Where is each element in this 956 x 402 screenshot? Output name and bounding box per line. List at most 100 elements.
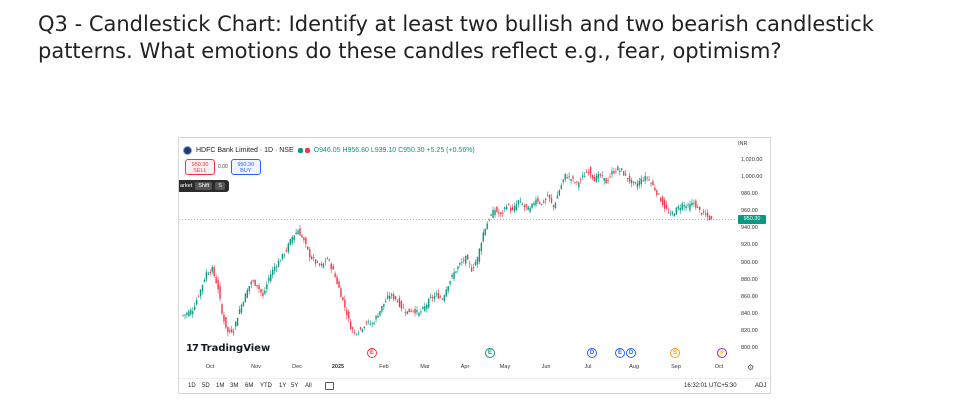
candle bbox=[562, 179, 564, 185]
candle bbox=[623, 170, 625, 176]
time-label: Feb bbox=[379, 364, 389, 370]
candle bbox=[312, 253, 315, 262]
candle bbox=[336, 274, 338, 285]
range-button-5d[interactable]: 5D bbox=[202, 383, 210, 389]
candle bbox=[447, 285, 449, 294]
alert-icon bbox=[304, 147, 310, 153]
candle bbox=[636, 179, 639, 191]
time-label: Jul bbox=[584, 364, 592, 370]
candle bbox=[461, 258, 463, 266]
range-button-ytd[interactable]: YTD bbox=[260, 383, 272, 389]
candle bbox=[500, 211, 502, 218]
event-marker[interactable]: E bbox=[367, 348, 377, 358]
candle bbox=[281, 253, 284, 261]
time-label: Dec bbox=[292, 364, 302, 370]
range-button-1y[interactable]: 1Y bbox=[279, 383, 287, 389]
candle bbox=[332, 263, 334, 270]
candle bbox=[619, 168, 621, 176]
candle bbox=[371, 321, 373, 328]
candle bbox=[258, 283, 260, 293]
candle bbox=[706, 209, 709, 221]
candle bbox=[283, 253, 286, 259]
candle bbox=[297, 228, 299, 235]
candle bbox=[665, 200, 668, 210]
candle bbox=[677, 204, 679, 211]
candle bbox=[272, 266, 274, 279]
candle bbox=[229, 327, 231, 334]
candle bbox=[246, 288, 249, 299]
candle bbox=[197, 294, 200, 298]
price-tick: 980.00 bbox=[741, 191, 758, 198]
candle bbox=[348, 309, 350, 323]
candle bbox=[669, 210, 672, 217]
candle bbox=[244, 292, 247, 303]
event-marker[interactable]: ⚡ bbox=[717, 348, 727, 358]
candle bbox=[566, 174, 568, 179]
candle bbox=[545, 197, 547, 205]
sell-button[interactable]: 950.30 SELL bbox=[185, 159, 215, 175]
tradingview-chart[interactable]: HDFC Bank Limited · 1D · NSE O946.05 H95… bbox=[178, 137, 771, 394]
candle bbox=[414, 306, 416, 317]
candle bbox=[671, 210, 674, 216]
currency-selector[interactable]: INR bbox=[738, 141, 748, 147]
range-button-1d[interactable]: 1D bbox=[188, 383, 196, 389]
candle bbox=[638, 177, 640, 189]
candle bbox=[305, 236, 307, 249]
range-button-5y[interactable]: 5Y bbox=[291, 383, 299, 389]
calendar-icon[interactable] bbox=[325, 382, 334, 390]
candlestick-plot[interactable] bbox=[179, 138, 736, 358]
candle bbox=[537, 195, 539, 205]
buy-button[interactable]: 950.30 BUY bbox=[230, 159, 261, 175]
candle bbox=[221, 302, 223, 316]
candle bbox=[227, 326, 229, 337]
candle bbox=[558, 189, 561, 196]
candle bbox=[679, 204, 681, 215]
tradingview-logo[interactable]: 17 TradingView bbox=[186, 343, 270, 354]
chart-settings-icon[interactable]: ⚙ bbox=[747, 363, 755, 372]
time-axis[interactable]: Oct Nov Dec 2025 Feb Mar Apr May Jun Jul Aug Sep Oct bbox=[179, 362, 736, 374]
tradingview-wordmark: TradingView bbox=[200, 343, 271, 354]
symbol-label[interactable]: HDFC Bank Limited · 1D · NSE bbox=[196, 146, 294, 154]
candle bbox=[552, 204, 555, 211]
candle bbox=[593, 174, 596, 182]
candle bbox=[472, 263, 475, 272]
range-button-1m[interactable]: 1M bbox=[216, 383, 225, 389]
candle bbox=[467, 253, 469, 260]
time-label: May bbox=[499, 364, 511, 370]
shortcut-key-shift: Shift bbox=[195, 182, 213, 190]
adj-toggle[interactable]: ADJ bbox=[755, 383, 767, 389]
price-axis[interactable]: INR 1,020.00 1,000.00 980.00 960.00 940.00 92… bbox=[736, 138, 770, 353]
range-button-all[interactable]: All bbox=[305, 383, 312, 389]
event-marker[interactable]: E bbox=[485, 348, 495, 358]
event-marker[interactable]: S bbox=[670, 348, 680, 358]
event-marker[interactable]: E bbox=[615, 348, 625, 358]
buy-label: BUY bbox=[240, 168, 252, 174]
range-button-3m[interactable]: 3M bbox=[230, 383, 239, 389]
candle bbox=[599, 173, 601, 178]
candle bbox=[433, 292, 436, 302]
shortcut-key-s: S bbox=[215, 182, 225, 190]
candle bbox=[254, 279, 256, 287]
candle bbox=[648, 175, 650, 181]
candle bbox=[275, 264, 278, 272]
candle bbox=[233, 328, 235, 336]
candle bbox=[697, 204, 699, 208]
candle bbox=[203, 277, 206, 283]
candle bbox=[408, 308, 410, 313]
event-marker[interactable]: D bbox=[587, 348, 597, 358]
candle bbox=[584, 171, 586, 178]
candle bbox=[217, 276, 219, 294]
candle bbox=[209, 269, 211, 276]
event-marker[interactable]: D bbox=[626, 348, 636, 358]
candle bbox=[607, 177, 609, 184]
shortcut-label: arket bbox=[180, 183, 193, 189]
range-button-6m[interactable]: 6M bbox=[245, 383, 254, 389]
clock-readout[interactable]: 16:32:01 UTC+5:30 bbox=[684, 383, 737, 389]
candle bbox=[381, 305, 383, 314]
candle bbox=[595, 172, 598, 183]
candle bbox=[270, 270, 272, 284]
candle bbox=[264, 286, 266, 296]
candle bbox=[632, 181, 635, 187]
candle bbox=[523, 203, 525, 212]
candle bbox=[564, 173, 566, 183]
